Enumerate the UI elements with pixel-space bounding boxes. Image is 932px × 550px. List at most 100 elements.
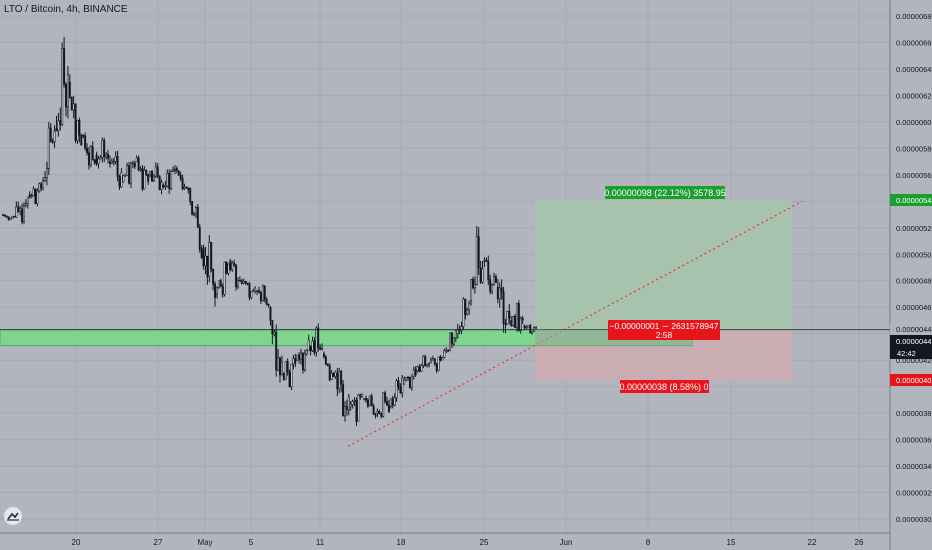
time-axis-label[interactable]: Jun (560, 538, 573, 547)
candle (223, 261, 226, 295)
price-axis-label[interactable]: 0.00000340 (896, 462, 932, 471)
price-axis-label[interactable]: 0.00000420 (896, 356, 932, 365)
time-axis-label[interactable]: 18 (397, 538, 406, 547)
price-axis-label[interactable]: 0.00000300 (896, 515, 932, 524)
price-axis-label[interactable]: 0.00000580 (896, 144, 932, 153)
candle (74, 103, 77, 141)
candle (254, 287, 257, 292)
target-label-text: 0.00000098 (22.12%) 3578.95 (604, 188, 726, 198)
price-axis-label[interactable]: 0.00000520 (896, 224, 932, 233)
candle (374, 414, 377, 416)
candle (317, 327, 320, 348)
entry-price-tag[interactable]: 0.00000443 (896, 325, 932, 334)
time-axis-label[interactable]: May (197, 538, 212, 547)
price-axis-label[interactable]: 0.00000680 (896, 12, 932, 21)
candle (342, 383, 345, 417)
candle (13, 215, 16, 218)
candle (357, 394, 360, 422)
candle (491, 284, 494, 292)
symbol-title[interactable]: LTO / Bitcoin, 4h, BINANCE (4, 4, 128, 15)
candle (372, 405, 375, 415)
target-price-tag[interactable]: 0.00000541 (896, 196, 932, 205)
price-axis-label[interactable]: 0.00000480 (896, 277, 932, 286)
time-axis-label[interactable]: 25 (480, 538, 489, 547)
candle (267, 303, 270, 306)
price-axis-label[interactable]: 0.00000560 (896, 171, 932, 180)
price-axis-label[interactable]: 0.00000320 (896, 489, 932, 498)
candle (76, 120, 79, 141)
candle (408, 377, 411, 389)
candle (15, 206, 18, 218)
candle (470, 279, 473, 301)
price-axis-label[interactable]: 0.00000620 (896, 91, 932, 100)
candle (175, 167, 178, 172)
tradingview-logo-icon[interactable] (4, 507, 22, 525)
stop-price-tag[interactable]: 0.00000405 (896, 376, 932, 385)
candle (504, 322, 507, 325)
candle (19, 208, 22, 212)
candle (32, 188, 35, 197)
candle (365, 398, 367, 401)
price-axis-label[interactable]: 0.00000660 (896, 38, 932, 47)
candle (521, 318, 524, 321)
candle (72, 103, 75, 111)
candle (485, 259, 488, 262)
entry-label-text-1: −0.00000001 ∼ 2631578947 (610, 321, 719, 331)
candle (68, 81, 71, 98)
drawing-overlays[interactable]: 0.00000098 (22.12%) 3578.95 −0.00000001 ∼… (0, 186, 890, 447)
candle (24, 203, 27, 206)
stop-label[interactable]: 0.00000038 (8.58%) 0 (619, 380, 709, 393)
candle (124, 175, 127, 177)
candle (26, 196, 29, 204)
candle (217, 280, 220, 288)
time-axis-label[interactable]: 22 (808, 538, 817, 547)
candle (173, 169, 176, 172)
candle (110, 160, 113, 164)
candle (407, 376, 409, 379)
time-axis-label[interactable]: 15 (727, 538, 736, 547)
candle (250, 290, 253, 298)
candle (439, 356, 442, 361)
candle (99, 157, 102, 160)
price-axis-label[interactable]: 0.00000460 (896, 303, 932, 312)
candle (382, 392, 385, 417)
candle (93, 159, 96, 164)
trendline[interactable] (347, 200, 803, 447)
price-axis-label[interactable]: 0.00000640 (896, 65, 932, 74)
target-label-bg (605, 186, 725, 199)
candle (141, 168, 144, 190)
time-axis-label[interactable]: 11 (316, 538, 325, 547)
time-axis-label[interactable]: 8 (646, 538, 651, 547)
time-axis-label[interactable]: 5 (249, 538, 254, 547)
candle (298, 354, 301, 360)
candle (38, 183, 41, 192)
time-axis-label[interactable]: 26 (855, 538, 864, 547)
candle (162, 185, 165, 187)
candle (493, 276, 495, 286)
price-axis[interactable]: 0.00000680 0.00000660 0.00000640 0.00000620… (889, 0, 932, 550)
candle (347, 396, 350, 410)
candle (464, 298, 467, 315)
candle (126, 165, 129, 176)
candle (183, 186, 186, 189)
price-axis-label[interactable]: 0.00000380 (896, 409, 932, 418)
current-price-tag[interactable]: 0.00000442 (896, 337, 932, 346)
candle (65, 83, 67, 108)
target-label[interactable]: 0.00000098 (22.12%) 3578.95 (604, 186, 726, 199)
time-axis-label[interactable]: 27 (154, 538, 163, 547)
bar-countdown: 42:42 (897, 349, 916, 358)
candle (416, 366, 419, 372)
time-axis-label[interactable]: 20 (72, 538, 81, 547)
time-axis[interactable]: 20 27 May 5 11 18 25 Jun 8 15 22 26 (0, 532, 890, 547)
candle (322, 353, 325, 358)
price-axis-label[interactable]: 0.00000600 (896, 118, 932, 127)
candle (87, 152, 90, 166)
candle (53, 130, 56, 142)
candle (313, 340, 316, 353)
candle (200, 249, 203, 259)
candle (445, 349, 448, 352)
price-axis-label[interactable]: 0.00000360 (896, 436, 932, 445)
price-axis-label[interactable]: 0.00000500 (896, 250, 932, 259)
